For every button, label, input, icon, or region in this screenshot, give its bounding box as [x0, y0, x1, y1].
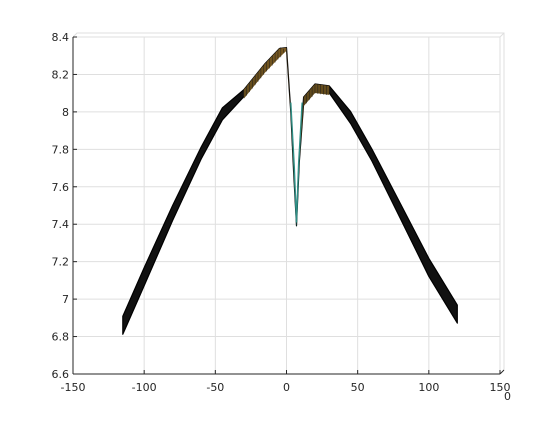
surface-peak-fill	[243, 47, 330, 228]
y-tick-label: 7.2	[52, 256, 70, 269]
surface-dip	[290, 102, 303, 223]
x-tick-label: 100	[418, 381, 439, 394]
grid-layer	[72, 32, 505, 375]
surface-band	[122, 46, 458, 335]
x-tick-label: 0	[283, 381, 290, 394]
x-tick-label: -150	[61, 381, 86, 394]
x-tick-label: 150	[490, 381, 511, 394]
y-tick-label: 8.2	[52, 68, 70, 81]
box-edge-corner	[499, 32, 505, 38]
y-tick-label: 6.8	[52, 331, 70, 344]
y-tick-label: 7.6	[52, 181, 70, 194]
surface-layer	[122, 46, 458, 335]
axes-layer: 6.6 6.8 7 7.2 7.4 7.6 7.8 8 8.2 8.4 -150 -100 -50 0 50…	[52, 31, 512, 403]
y-tick-label: 8.4	[52, 31, 70, 44]
x-tick-label: 50	[351, 381, 365, 394]
y-tick-label: 7	[62, 293, 69, 306]
y-tick-label: 7.8	[52, 143, 70, 156]
y-tick-label: 6.6	[52, 368, 70, 381]
y-tick-label: 8	[62, 106, 69, 119]
x-tick-label: -100	[132, 381, 157, 394]
depth-axis-line	[499, 369, 505, 375]
depth-tick-label: 0	[504, 390, 511, 403]
box-edge-back	[72, 32, 505, 370]
x-tick-label: -50	[206, 381, 224, 394]
y-tick-label: 7.4	[52, 218, 70, 231]
